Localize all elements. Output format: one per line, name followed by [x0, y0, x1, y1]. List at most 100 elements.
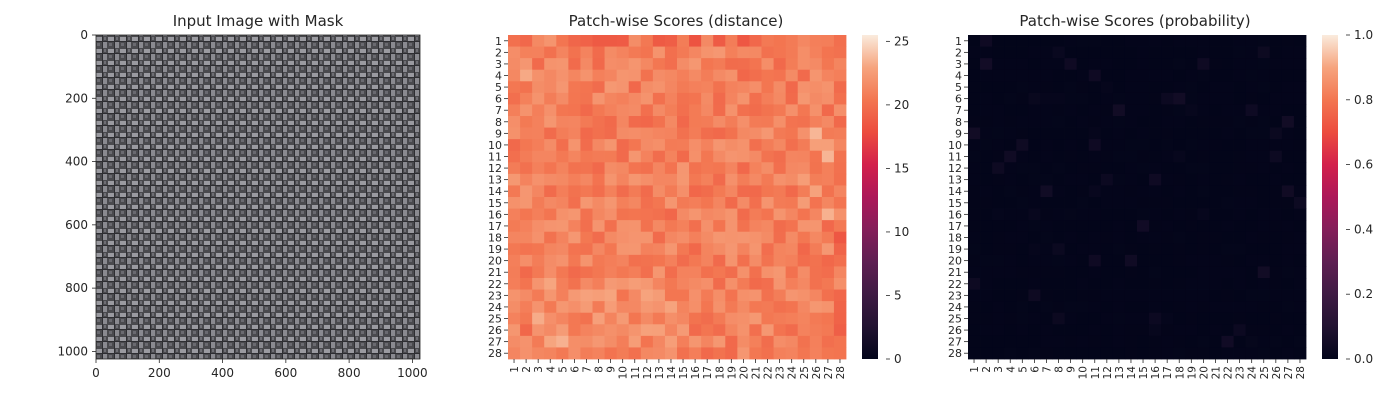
- heatmap-cell: [737, 254, 750, 267]
- row-label: 23: [948, 289, 962, 302]
- heatmap-cell: [1100, 185, 1114, 198]
- heatmap-cell: [1257, 127, 1271, 140]
- heatmap-cell: [508, 231, 521, 244]
- heatmap-cell: [1040, 185, 1053, 198]
- heatmap-cell: [701, 278, 714, 290]
- heatmap-cell: [1137, 35, 1150, 47]
- heatmap-cell: [821, 278, 835, 290]
- heatmap-cell: [785, 81, 799, 94]
- heatmap-cell: [520, 324, 533, 337]
- heatmap-cell: [664, 347, 678, 360]
- heatmap-cell: [580, 208, 593, 221]
- heatmap-cell: [640, 150, 654, 163]
- heatmap-cell: [1293, 278, 1307, 290]
- heatmap-cell: [628, 278, 642, 290]
- heatmap-cell: [580, 254, 593, 267]
- heatmap-cell: [749, 92, 762, 105]
- heatmap-cell: [1088, 173, 1102, 186]
- heatmap-cell: [749, 81, 762, 94]
- heatmap-cell: [809, 116, 823, 128]
- col-label: 25: [799, 366, 811, 379]
- heatmap-cell: [652, 92, 666, 105]
- heatmap-cell: [520, 208, 533, 221]
- heatmap-cell: [1221, 266, 1234, 279]
- heatmap-cell: [1076, 104, 1090, 117]
- heatmap-cell: [785, 116, 799, 128]
- heatmap-cell: [1269, 139, 1283, 152]
- heatmap-cell: [580, 197, 593, 209]
- heatmap-cell: [1112, 173, 1126, 186]
- heatmap-cell: [809, 254, 823, 267]
- heatmap-cell: [1269, 208, 1283, 221]
- heatmap-cell: [1076, 139, 1090, 152]
- heatmap-cell: [592, 127, 605, 140]
- heatmap-cell: [761, 173, 774, 186]
- heatmap-cell: [1185, 81, 1198, 94]
- heatmap-cell: [1040, 104, 1053, 117]
- heatmap-cell: [1088, 243, 1102, 256]
- heatmap-cell: [980, 35, 993, 47]
- heatmap-cell: [1233, 58, 1247, 71]
- heatmap-cell: [628, 58, 642, 71]
- heatmap-cell: [1100, 139, 1114, 152]
- heatmap-cell: [1281, 35, 1295, 47]
- heatmap-cell: [1209, 324, 1222, 337]
- heatmap-cell: [1209, 92, 1222, 105]
- heatmap-cell: [640, 220, 654, 233]
- heatmap-cell: [1040, 35, 1053, 47]
- heatmap-cell: [689, 197, 702, 209]
- heatmap-cell: [1016, 301, 1029, 314]
- heatmap-cell: [556, 347, 569, 360]
- heatmap-cell: [1161, 266, 1174, 279]
- col-label: 1: [509, 366, 521, 373]
- heatmap-cell: [1088, 208, 1102, 221]
- heatmap-cell: [1269, 162, 1283, 175]
- heatmap-cell: [992, 92, 1005, 105]
- heatmap-cell: [1052, 335, 1065, 348]
- heatmap-cell: [980, 46, 993, 59]
- heatmap-cell: [1245, 347, 1259, 360]
- heatmap-cell: [1149, 35, 1162, 47]
- heatmap-cell: [592, 173, 605, 186]
- fabric-image: [96, 35, 420, 359]
- heatmap-cell: [689, 289, 702, 302]
- y-tick-label: 0: [80, 28, 88, 42]
- heatmap-cell: [773, 243, 787, 256]
- heatmap-cell: [1112, 185, 1126, 198]
- heatmap-cell: [640, 139, 654, 152]
- col-label: 23: [1235, 366, 1247, 379]
- heatmap-cell: [809, 243, 823, 256]
- heatmap-cell: [1233, 324, 1247, 337]
- heatmap-cell: [628, 69, 642, 82]
- heatmap-cell: [725, 266, 738, 279]
- heatmap-cell: [968, 278, 981, 290]
- row-label: 16: [488, 208, 502, 221]
- heatmap-cell: [1257, 278, 1271, 290]
- heatmap-cell: [761, 301, 774, 314]
- heatmap-cell: [568, 312, 581, 325]
- heatmap-cell: [1209, 58, 1222, 71]
- heatmap-cell: [992, 150, 1005, 163]
- heatmap-cell: [1293, 127, 1307, 140]
- heatmap-cell: [580, 335, 593, 348]
- heatmap-cell: [749, 139, 762, 152]
- heatmap-cell: [1076, 127, 1090, 140]
- heatmap-cell: [532, 220, 545, 233]
- heatmap-cell: [1269, 324, 1283, 337]
- heatmap-cell: [1124, 35, 1138, 47]
- heatmap-cell: [821, 35, 835, 47]
- heatmap-cell: [773, 312, 787, 325]
- heatmap-cell: [1149, 127, 1162, 140]
- heatmap-cell: [809, 127, 823, 140]
- heatmap-cell: [1112, 266, 1126, 279]
- heatmap-cell: [1197, 104, 1210, 117]
- heatmap-cell: [1161, 139, 1174, 152]
- heatmap-cell: [1209, 185, 1222, 198]
- heatmap-cell: [640, 231, 654, 244]
- heatmap-cell: [797, 231, 811, 244]
- heatmap-cell: [821, 301, 835, 314]
- row-label: 28: [948, 347, 962, 360]
- heatmap-cell: [1137, 335, 1150, 348]
- heatmap-cell: [797, 162, 811, 175]
- heatmap-cell: [640, 301, 654, 314]
